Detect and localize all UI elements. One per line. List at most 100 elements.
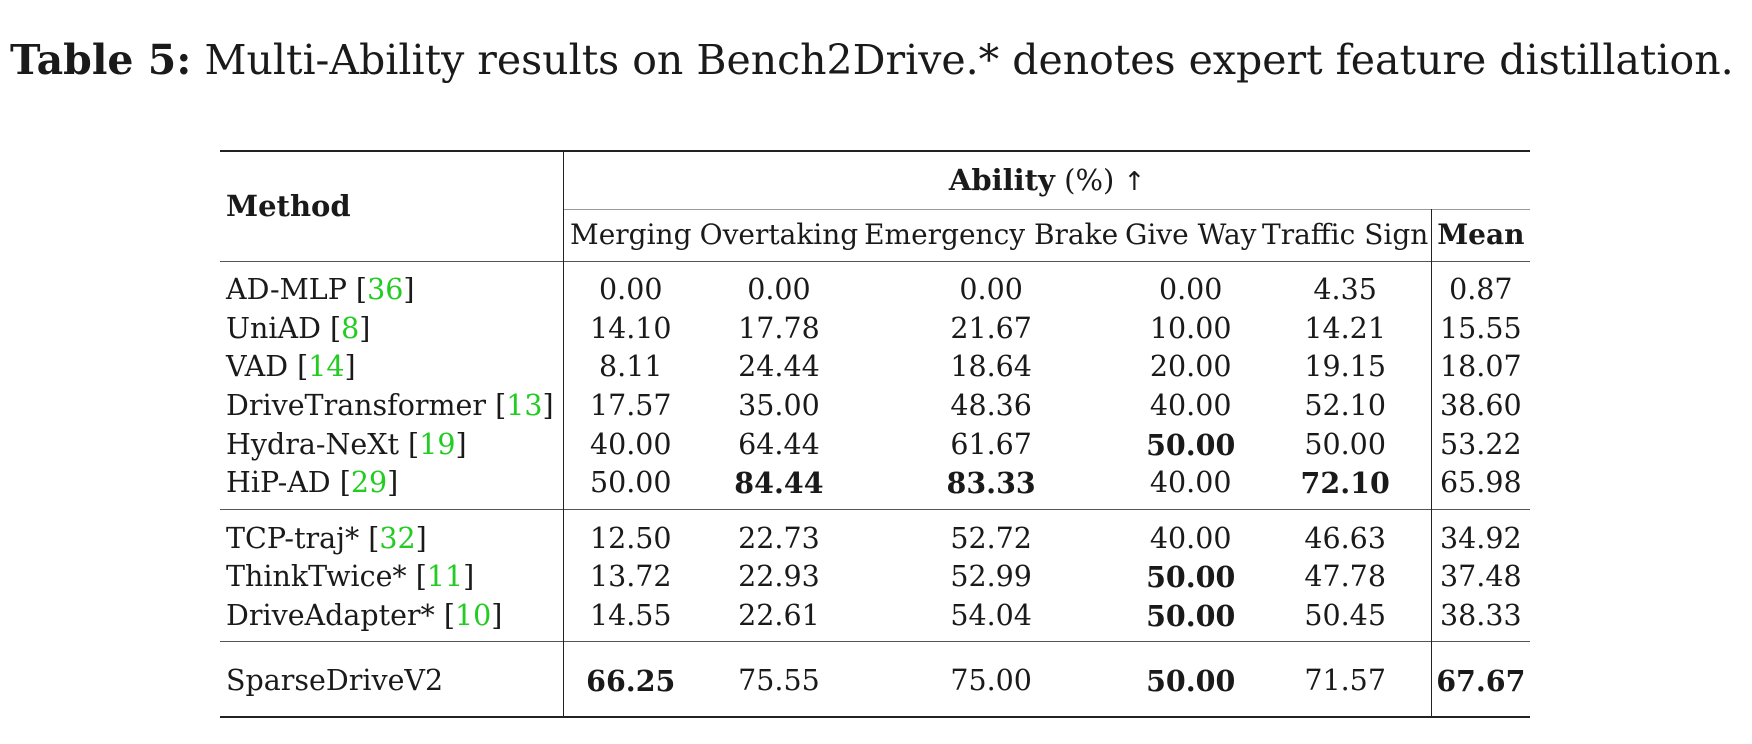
value-cell: 50.00 xyxy=(1146,664,1236,699)
value-cell: 75.55 xyxy=(738,664,820,698)
results-table: Method Ability (%) ↑ Merging Overtaking … xyxy=(220,150,1530,718)
value-cell: 53.22 xyxy=(1440,427,1522,461)
table-row: Hydra-NeXt [19] 40.00 64.44 61.67 50.00 50.00… xyxy=(220,425,1530,465)
value-cell: 22.61 xyxy=(738,598,820,632)
method-name: DriveAdapter* xyxy=(226,598,435,632)
table-row: DriveAdapter* [10] 14.55 22.61 54.04 50.00 50… xyxy=(220,596,1530,642)
value-cell: 13.72 xyxy=(589,560,672,594)
value-cell: 0.00 xyxy=(747,273,811,307)
value-cell: 50.00 xyxy=(1146,598,1236,633)
caption-label: Table 5: xyxy=(10,36,192,84)
value-cell: 17.78 xyxy=(738,311,820,345)
column-header-merging: Merging xyxy=(563,208,698,261)
value-cell: 24.44 xyxy=(738,350,820,384)
value-cell: 18.64 xyxy=(950,350,1032,384)
method-cell: UniAD [8] xyxy=(220,309,565,349)
value-cell: 15.55 xyxy=(1440,311,1522,345)
method-name: ThinkTwice* xyxy=(226,560,407,594)
value-cell: 12.50 xyxy=(589,521,672,555)
method-name: DriveTransformer xyxy=(226,388,487,422)
value-cell: 38.33 xyxy=(1440,598,1522,632)
column-header-give-way: Give Way xyxy=(1121,208,1260,261)
method-name: Hydra-NeXt xyxy=(226,427,399,461)
table-row: VAD [14] 8.11 24.44 18.64 20.00 19.15 18.07 xyxy=(220,348,1530,387)
value-cell: 34.92 xyxy=(1440,521,1522,555)
results-table-body: AD-MLP [36] 0.00 0.00 0.00 0.00 4.35 0.87 UniAD… xyxy=(220,261,1530,718)
value-cell: 40.00 xyxy=(1149,521,1232,555)
citation-link[interactable]: 11 xyxy=(426,560,464,594)
method-cell: Hydra-NeXt [19] xyxy=(220,425,565,465)
table-row: ThinkTwice* [11] 13.72 22.93 52.99 50.00 47.7… xyxy=(220,557,1530,597)
value-cell: 83.33 xyxy=(946,466,1036,501)
value-cell: 40.00 xyxy=(589,427,672,461)
value-cell: 40.00 xyxy=(1149,388,1232,422)
value-cell: 0.87 xyxy=(1449,273,1513,307)
citation-link[interactable]: 13 xyxy=(506,388,543,422)
method-name: UniAD xyxy=(226,311,321,345)
value-cell: 61.67 xyxy=(950,427,1032,461)
method-cell: DriveAdapter* [10] xyxy=(220,596,565,642)
value-cell: 50.00 xyxy=(1146,427,1236,462)
value-cell: 14.55 xyxy=(589,598,672,632)
table-row: AD-MLP [36] 0.00 0.00 0.00 0.00 4.35 0.87 xyxy=(220,261,1530,310)
value-cell: 47.78 xyxy=(1259,557,1432,597)
citation-link[interactable]: 36 xyxy=(367,273,404,307)
method-cell: SparseDriveV2 xyxy=(220,641,565,718)
citation-link[interactable]: 19 xyxy=(419,427,456,461)
value-cell: 48.36 xyxy=(950,388,1032,422)
value-cell: 71.57 xyxy=(1259,641,1432,718)
value-cell: 75.00 xyxy=(950,664,1032,698)
value-cell: 72.10 xyxy=(1259,464,1432,510)
value-cell: 0.00 xyxy=(959,273,1023,307)
table-row: TCP-traj* [32] 12.50 22.73 52.72 40.00 46.63 3… xyxy=(220,509,1530,558)
citation-link[interactable]: 8 xyxy=(341,311,360,345)
table-row: HiP-AD [29] 50.00 84.44 83.33 40.00 72.10 65.9… xyxy=(220,464,1530,510)
method-name: SparseDriveV2 xyxy=(226,664,444,698)
value-cell: 50.00 xyxy=(1146,560,1236,595)
method-cell: ThinkTwice* [11] xyxy=(220,557,565,597)
column-header-mean: Mean xyxy=(1431,208,1530,261)
value-cell: 35.00 xyxy=(738,388,820,422)
value-cell: 84.44 xyxy=(734,466,824,501)
value-cell: 22.93 xyxy=(738,560,820,594)
citation-link[interactable]: 10 xyxy=(455,598,492,632)
value-cell: 22.73 xyxy=(738,521,820,555)
method-cell: AD-MLP [36] xyxy=(220,261,565,310)
column-header-emergency-brake: Emergency Brake xyxy=(860,208,1122,261)
citation-link[interactable]: 29 xyxy=(350,466,388,500)
value-cell: 40.00 xyxy=(1149,466,1232,500)
value-cell: 50.00 xyxy=(1259,425,1432,465)
column-header-overtaking: Overtaking xyxy=(697,208,861,261)
table-row: UniAD [8] 14.10 17.78 21.67 10.00 14.21 15.55 xyxy=(220,309,1530,349)
value-cell: 18.07 xyxy=(1440,350,1522,384)
value-cell: 14.21 xyxy=(1259,309,1432,349)
header-columns-row: Merging Overtaking Emergency Brake Give … xyxy=(220,208,1530,261)
method-name: HiP-AD xyxy=(226,466,331,500)
value-cell: 38.60 xyxy=(1440,388,1522,422)
value-cell: 14.10 xyxy=(589,311,672,345)
method-header: Method xyxy=(220,150,565,261)
header-group-row: Method Ability (%) ↑ xyxy=(220,150,1530,261)
value-cell: 37.48 xyxy=(1440,560,1522,594)
citation-link[interactable]: 32 xyxy=(379,521,416,555)
method-cell: TCP-traj* [32] xyxy=(220,509,565,558)
method-name: VAD xyxy=(226,350,289,384)
value-cell: 17.57 xyxy=(589,388,672,422)
table-caption: Table 5: Multi-Ability results on Bench2… xyxy=(10,36,1750,84)
column-header-traffic-sign: Traffic Sign xyxy=(1259,208,1432,261)
value-cell: 46.63 xyxy=(1259,509,1432,558)
table-row: SparseDriveV2 66.25 75.55 75.00 50.00 71.57 67… xyxy=(220,641,1530,718)
table-row: DriveTransformer [13] 17.57 35.00 48.36 40.0… xyxy=(220,386,1530,426)
method-cell: HiP-AD [29] xyxy=(220,464,565,510)
method-name: AD-MLP xyxy=(226,273,347,307)
value-cell: 65.98 xyxy=(1440,466,1522,500)
value-cell: 8.11 xyxy=(599,350,663,384)
ability-header-label: Ability xyxy=(948,162,1055,197)
caption-text: Multi-Ability results on Bench2Drive.* d… xyxy=(204,36,1734,84)
citation-link[interactable]: 14 xyxy=(308,350,345,384)
method-cell: DriveTransformer [13] xyxy=(220,386,565,426)
method-name: TCP-traj* xyxy=(226,521,360,555)
value-cell: 0.00 xyxy=(1158,273,1223,307)
value-cell: 67.67 xyxy=(1436,664,1526,699)
up-arrow-icon: ↑ xyxy=(1123,166,1146,197)
